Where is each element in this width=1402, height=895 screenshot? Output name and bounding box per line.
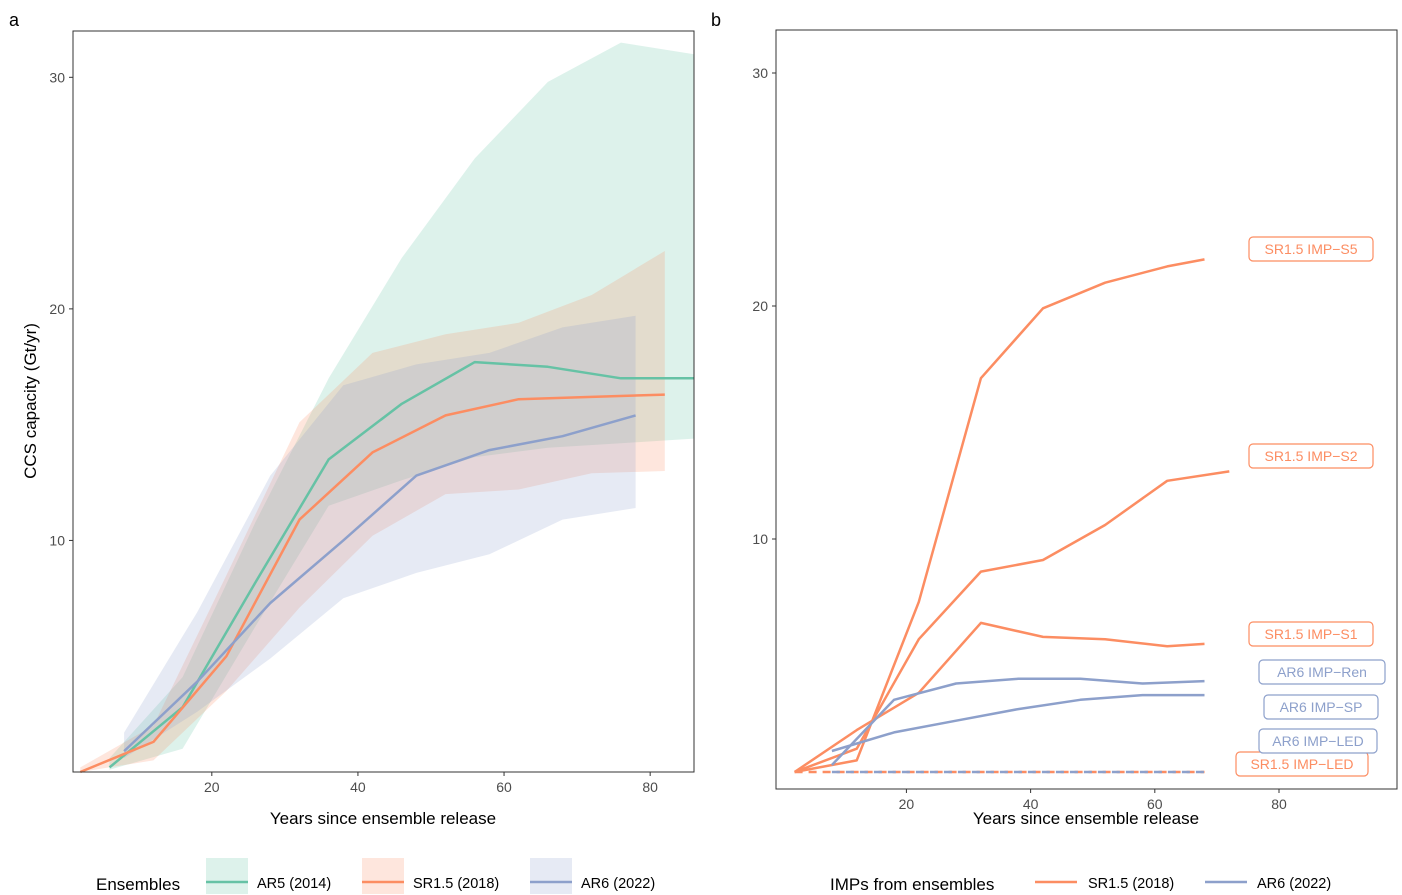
median-line-ar6-2022 [123,414,636,753]
imp-line-sr1-5-imp-s5 [794,258,1205,774]
imp-label-sr1-5-imp-led: SR1.5 IMP−LED [1235,751,1369,777]
legend-label-ar5: AR5 (2014) [257,876,331,892]
y-tick-label-a-30: 30 [49,69,65,85]
imp-line-sr1-5-imp-s2 [794,470,1230,774]
y-axis-a: 10 20 30 [49,69,73,548]
imp-label-text-ar6-imp-ren: AR6 IMP−Ren [1277,664,1367,680]
median-line-ar5-2014 [108,360,694,769]
y-axis-b: 10 20 30 [752,65,776,547]
imp-line-ar6-imp-ren [830,677,1205,766]
imp-labels: SR1.5 IMP−S5 SR1.5 IMP−S2 SR1.5 IMP−S1 SR1.… [1235,236,1386,777]
x-axis-title-a: Years since ensemble release [270,809,496,828]
legend-item-ar6: AR6 (2022) [530,858,655,894]
plot-frame-a [72,30,695,773]
y-tick-label-a-10: 10 [49,532,65,548]
legend-label-imp-sr15: SR1.5 (2018) [1088,876,1174,892]
y-tick-label-b-30: 30 [752,65,768,81]
imp-label-sr1-5-imp-s2: SR1.5 IMP−S2 [1248,443,1374,469]
imp-line-ar6-imp-sp [831,693,1205,753]
legend-label-sr15: SR1.5 (2018) [413,876,499,892]
median-line-sr1-5-2018 [79,393,665,774]
imp-label-sr1-5-imp-s5: SR1.5 IMP−S5 [1248,236,1374,262]
imp-label-box-sr1-5-imp-s2 [1248,443,1374,469]
legend-key-ar6 [530,858,572,894]
x-axis-a: 20 40 60 80 [204,772,658,795]
x-tick-label-a-80: 80 [642,779,658,795]
y-axis-title-a: CCS capacity (Gt/yr) [21,323,40,479]
legend-title-imps: IMPs from ensembles [830,875,994,894]
x-axis-title-b: Years since ensemble release [973,809,1199,828]
legend-imps: IMPs from ensembles SR1.5 (2018) AR6 (20… [830,875,1331,894]
uncertainty-bands [80,42,694,772]
legend-ensembles: Ensembles AR5 (2014) SR1.5 (2018) AR6 (2… [96,858,655,894]
imp-label-text-sr1-5-imp-led: SR1.5 IMP−LED [1250,756,1353,772]
legend-item-imp-ar6: AR6 (2022) [1205,876,1331,892]
x-tick-label-a-60: 60 [496,779,512,795]
panel-b: 20 40 60 80 10 20 30 SR1.5 IMP−S5 SR1.5 IMP−S2… [752,29,1398,828]
legend-item-imp-sr15: SR1.5 (2018) [1035,876,1174,892]
imp-label-ar6-imp-ren: AR6 IMP−Ren [1258,659,1386,685]
x-tick-label-a-20: 20 [204,779,220,795]
imp-label-text-sr1-5-imp-s5: SR1.5 IMP−S5 [1265,241,1358,257]
legend-key-sr15 [362,858,404,894]
x-tick-label-b-60: 60 [1147,796,1163,812]
panel-label-b: b [711,10,721,30]
imp-line-sr1-5-imp-s1 [793,621,1205,774]
y-tick-label-a-20: 20 [49,301,65,317]
imp-label-text-ar6-imp-sp: AR6 IMP−SP [1280,699,1363,715]
y-tick-label-b-10: 10 [752,531,768,547]
legend-label-ar6: AR6 (2022) [581,876,655,892]
imp-label-ar6-imp-led: AR6 IMP−LED [1258,728,1378,754]
imp-label-ar6-imp-sp: AR6 IMP−SP [1263,694,1379,720]
x-tick-label-b-40: 40 [1023,796,1039,812]
legend-key-ar5 [206,858,248,894]
imp-label-box-sr1-5-imp-s5 [1248,236,1374,262]
imp-label-text-ar6-imp-led: AR6 IMP−LED [1272,733,1363,749]
band-sr1-5-2018 [80,251,665,772]
x-axis-b: 20 40 60 80 [899,789,1287,812]
panel-a: 20 40 60 80 10 20 30 Years since ensemble rel… [21,30,695,828]
legend-item-ar5: AR5 (2014) [206,858,331,894]
band-ar6-2022 [124,315,636,759]
band-ar5-2014 [109,42,694,770]
panel-label-a: a [9,10,20,30]
legend-item-sr15: SR1.5 (2018) [362,858,499,894]
imp-label-box-ar6-imp-led [1258,728,1378,754]
imp-label-box-ar6-imp-sp [1263,694,1379,720]
plot-frame-b [775,29,1398,790]
x-tick-label-a-40: 40 [350,779,366,795]
imp-label-text-sr1-5-imp-s2: SR1.5 IMP−S2 [1265,448,1358,464]
legend-label-imp-ar6: AR6 (2022) [1257,876,1331,892]
x-tick-label-b-20: 20 [899,796,915,812]
imp-label-text-sr1-5-imp-s1: SR1.5 IMP−S1 [1265,626,1358,642]
legend-title-ensembles: Ensembles [96,875,180,894]
imp-label-sr1-5-imp-s1: SR1.5 IMP−S1 [1248,621,1374,647]
imp-label-box-sr1-5-imp-s1 [1248,621,1374,647]
median-lines [79,360,694,774]
x-tick-label-b-80: 80 [1271,796,1287,812]
imp-lines [793,258,1230,774]
y-tick-label-b-20: 20 [752,298,768,314]
imp-label-box-ar6-imp-ren [1258,659,1386,685]
